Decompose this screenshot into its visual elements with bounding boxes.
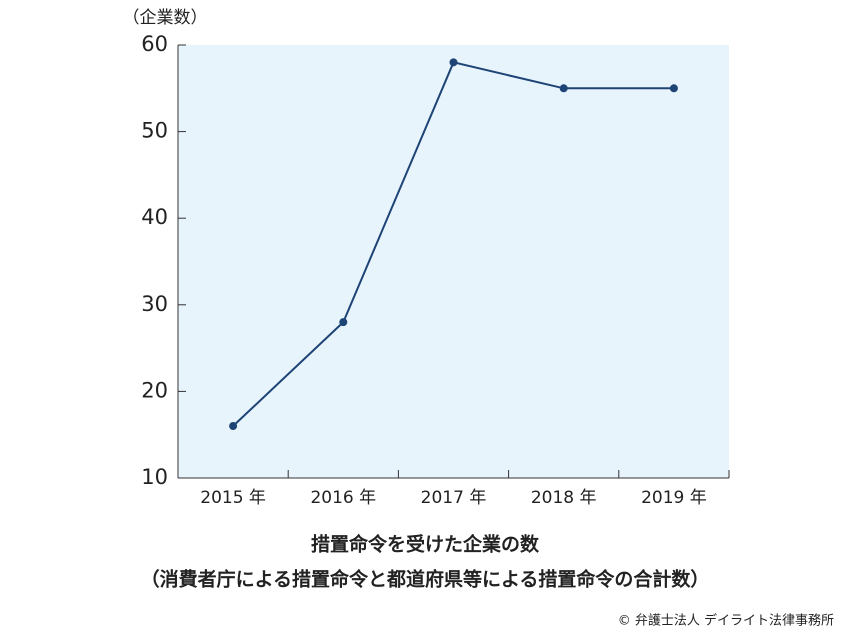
y-axis-label: （企業数） [123,8,208,28]
point [669,84,678,93]
y-tick-label: 50 [141,119,168,143]
x-tick-label: 2018 年 [531,488,597,508]
point [339,318,348,327]
y-tick-label: 20 [141,378,168,402]
chart-title: 措置命令を受けた企業の数 [311,533,540,556]
chart-subtitle: （消費者庁による措置命令と都道府県等による措置命令の合計数） [141,568,710,591]
x-tick-label: 2016 年 [310,488,376,508]
x-tick-label: 2015 年 [200,488,266,508]
plot-area [178,45,729,478]
y-tick-label: 40 [141,205,168,229]
y-tick-label: 60 [141,32,168,56]
x-tick-label: 2019 年 [641,488,707,508]
source-credit: © 弁護士法人 デイライト法律事務所 [618,613,834,629]
point [449,58,458,67]
y-tick-label: 10 [141,465,168,489]
x-tick-label: 2017 年 [421,488,487,508]
point [229,422,238,431]
point [559,84,568,93]
y-tick-label: 30 [141,292,168,316]
